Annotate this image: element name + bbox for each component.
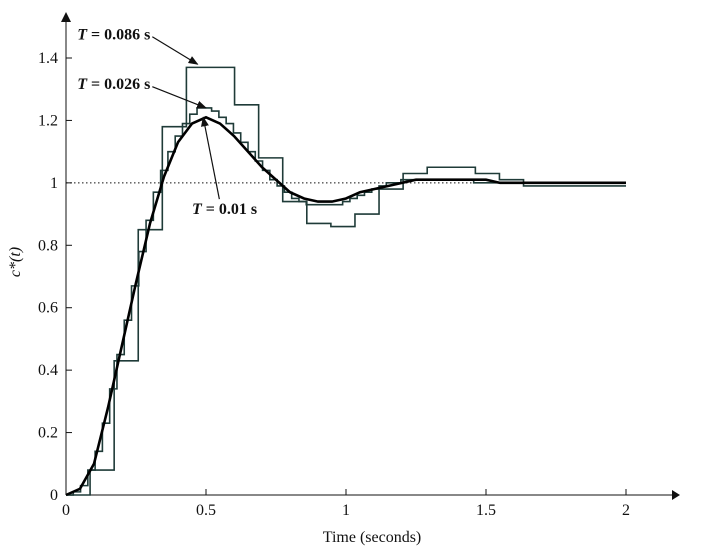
y-tick-label: 0.2	[38, 425, 58, 442]
annotation-label-2: T = 0.026 s	[77, 76, 150, 93]
annotation-label-1: T = 0.086 s	[77, 26, 150, 43]
y-tick-label: 1	[50, 175, 58, 192]
y-axis-label: c*(t)	[7, 247, 24, 277]
annotations: T = 0.086 s T = 0.026 s T = 0.01 s	[77, 26, 257, 218]
x-tick-label: 1	[342, 502, 350, 519]
x-tick-label: 1.5	[476, 502, 496, 519]
y-tick-label: 1.2	[38, 112, 58, 129]
x-axis-arrow-icon	[672, 490, 680, 500]
series-line-2	[66, 107, 626, 496]
y-tick-label: 0	[50, 487, 58, 504]
annotation-arrow-1	[152, 36, 199, 65]
series-line-1	[66, 66, 626, 496]
x-axis-label: Time (seconds)	[323, 529, 422, 546]
y-tick-label: 0.6	[38, 300, 58, 317]
annotation-arrow-2	[152, 86, 207, 109]
y-tick-label: 0.8	[38, 237, 58, 254]
series-group	[65, 66, 626, 497]
ticks: 0 0.5 1 1.5 2 0 0.2 0.4 0.6 0.8 1 1.2 1.4	[38, 50, 630, 519]
x-tick-label: 2	[622, 502, 630, 519]
y-tick-label: 0.4	[38, 362, 58, 379]
x-tick-label: 0.5	[196, 502, 216, 519]
series-line-3	[65, 115, 626, 497]
annotation-arrow-3	[201, 116, 220, 200]
y-tick-label: 1.4	[38, 50, 58, 67]
annotation-label-3: T = 0.01 s	[192, 201, 257, 218]
x-tick-label: 0	[62, 502, 70, 519]
y-axis-arrow-icon	[61, 12, 71, 22]
